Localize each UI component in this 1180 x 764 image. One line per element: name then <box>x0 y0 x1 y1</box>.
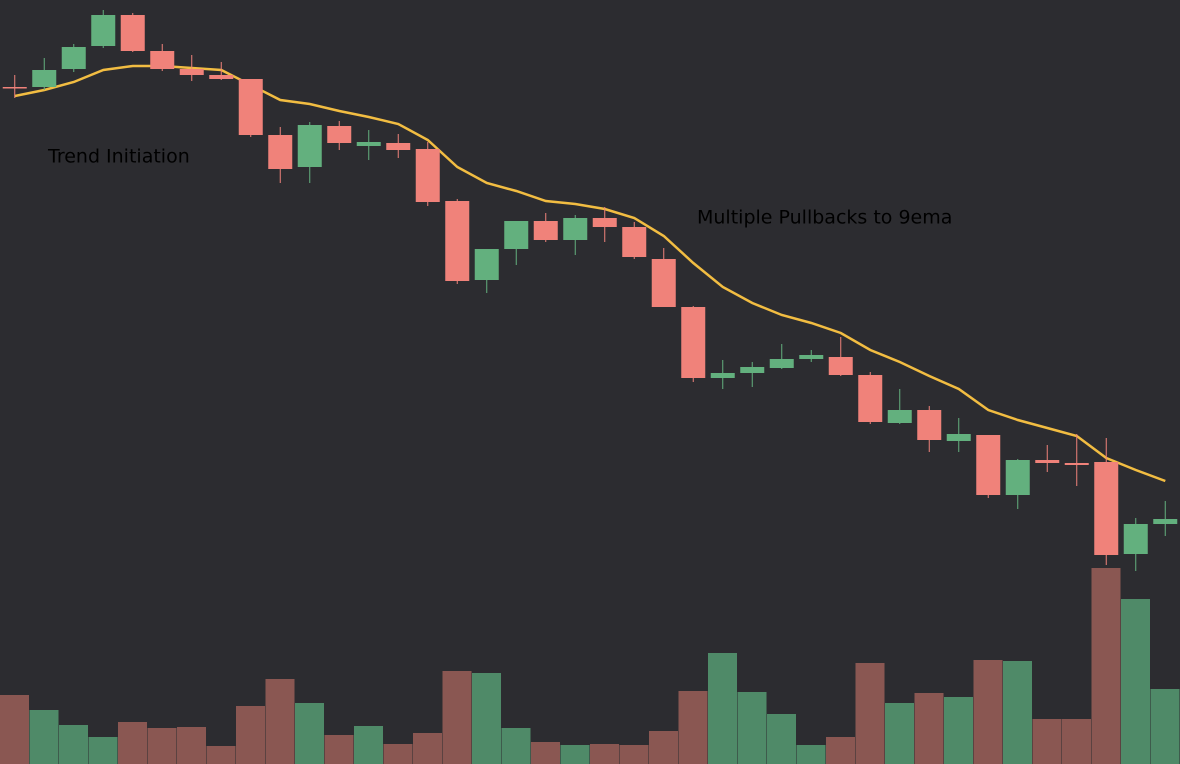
candle-body <box>268 135 293 169</box>
volume-bar <box>708 653 737 764</box>
candle-body <box>917 410 942 440</box>
candle-body <box>533 221 558 240</box>
candle-body <box>622 227 647 257</box>
volume-bar <box>1150 689 1180 764</box>
candle-body <box>887 410 912 423</box>
candle-body <box>1153 519 1178 524</box>
candle-body <box>592 218 617 227</box>
volume-bar <box>973 660 1003 764</box>
volume-bar <box>1032 719 1062 764</box>
volume-bar <box>88 737 118 764</box>
candle-body <box>445 201 470 281</box>
candle-body <box>1064 463 1089 465</box>
volume-bar <box>737 692 767 764</box>
volume-bar <box>1091 568 1121 764</box>
candle-body <box>386 143 411 150</box>
volume-bar <box>531 742 560 764</box>
candle-body <box>415 149 440 202</box>
candle-body <box>297 125 322 167</box>
volume-bar <box>29 710 59 764</box>
volume-bar <box>826 737 855 764</box>
volume-bar <box>59 725 88 764</box>
volume-bar <box>560 745 590 764</box>
volume-bar <box>1003 661 1032 764</box>
candle-body <box>356 142 381 146</box>
candle-body <box>740 367 765 373</box>
ema-line <box>14 64 1166 483</box>
volume-bar <box>324 735 354 764</box>
candle-body <box>828 357 853 375</box>
candle-body <box>1035 460 1060 463</box>
candle-body <box>769 359 794 368</box>
candle-body <box>150 51 175 69</box>
volume-bar <box>914 693 944 764</box>
annotation: Trend Initiation <box>47 146 190 168</box>
volume-bar <box>177 727 206 764</box>
volume-bar <box>885 703 914 764</box>
candle-body <box>1005 460 1030 495</box>
candle-body <box>799 355 824 359</box>
candle-body <box>474 249 499 280</box>
volume-bar <box>855 663 885 764</box>
volume-bar <box>236 706 265 764</box>
candle-body <box>91 15 116 46</box>
volume-bar <box>206 746 236 764</box>
candle-body <box>651 259 676 307</box>
candle-body <box>61 47 86 69</box>
volume-bar <box>472 673 501 764</box>
candle-body <box>209 75 234 79</box>
candle-body <box>946 434 971 441</box>
volume-bar <box>796 745 826 764</box>
candle-body <box>563 218 588 240</box>
candle-body <box>1123 524 1148 554</box>
volume-bar <box>354 726 383 764</box>
candle-body <box>327 126 352 143</box>
volume-layer <box>0 568 1180 764</box>
candle-body <box>504 221 529 249</box>
volume-bar <box>295 703 324 764</box>
candle-body <box>1094 462 1119 555</box>
volume-bar <box>1121 599 1150 764</box>
volume-bar <box>678 691 708 764</box>
candle-body <box>238 79 263 135</box>
volume-bar <box>501 728 531 764</box>
candle-body <box>32 70 57 87</box>
candle-body <box>120 15 145 51</box>
volume-bar <box>944 697 973 764</box>
annotation: Multiple Pullbacks to 9ema <box>697 207 952 229</box>
candle-body <box>2 87 27 89</box>
volume-bar <box>0 695 29 764</box>
volume-bar <box>147 728 177 764</box>
volume-bar <box>413 733 442 764</box>
volume-bar <box>649 731 678 764</box>
candle-body <box>858 375 883 422</box>
volume-bar <box>619 745 649 764</box>
volume-bar <box>442 671 472 764</box>
volume-bar <box>265 679 295 764</box>
volume-bar <box>590 744 619 764</box>
ema-layer <box>14 64 1166 483</box>
candle-body <box>179 69 204 75</box>
volume-bar <box>767 714 796 764</box>
candle-body <box>681 307 706 378</box>
volume-bar <box>118 722 147 764</box>
candle-layer <box>2 10 1178 571</box>
volume-bar <box>1062 719 1091 764</box>
candle-body <box>710 373 735 378</box>
volume-bar <box>383 744 413 764</box>
candle-body <box>976 435 1001 495</box>
